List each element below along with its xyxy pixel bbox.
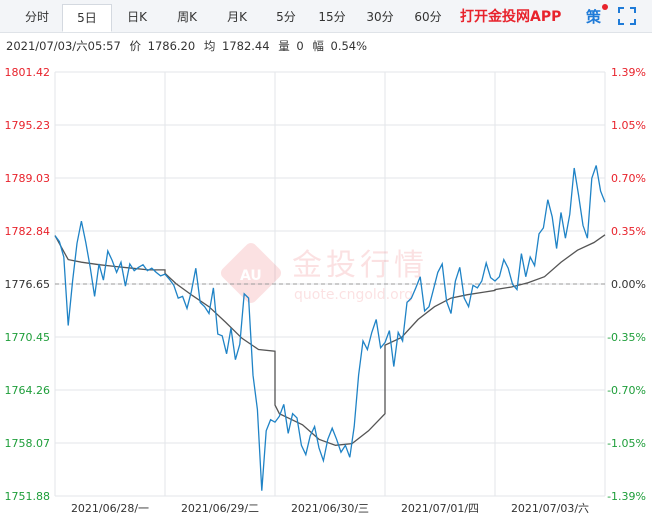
watermark-url: quote.cngold.org	[294, 287, 413, 303]
y-tick-label-right: -1.05%	[607, 437, 646, 450]
change-value: 0.54%	[330, 39, 368, 53]
strategy-button[interactable]: 策	[586, 8, 602, 26]
y-tick-label-left: 1789.03	[5, 172, 51, 185]
watermark-brand: 金投行情	[292, 248, 428, 283]
x-axis: 2021/06/28/一 2021/06/29/二 2021/06/30/三 2021…	[71, 502, 589, 515]
y-axis-right: 1.39% 1.05% 0.70% 0.35% 0.00% -0.35% -0.70% -1.…	[607, 66, 646, 503]
y-tick-label-right: 1.05%	[611, 119, 646, 132]
y-tick-label-right: 0.70%	[611, 172, 646, 185]
tab-5-min[interactable]: 5分	[276, 10, 296, 24]
watermark: AU 金投行情 quote.cngold.org	[220, 242, 428, 304]
y-tick-label-left: 1770.45	[5, 331, 51, 344]
y-axis-left: 1801.42 1795.23 1789.03 1782.84 1776.65 1770.…	[5, 66, 51, 503]
y-tick-label-left: 1776.65	[5, 278, 51, 291]
tab-15-min[interactable]: 15分	[318, 10, 346, 24]
y-tick-label-left: 1751.88	[5, 490, 51, 503]
price-label: 价	[129, 39, 141, 53]
tab-monthly-k[interactable]: 月K	[227, 10, 247, 24]
volume-label: 量	[278, 39, 290, 53]
open-app-link[interactable]: 打开金投网APP	[460, 9, 562, 25]
tab-30-min[interactable]: 30分	[366, 10, 394, 24]
quote-info-row: 2021/07/03/六05:57 价 1786.20 均 1782.44 量 …	[6, 36, 372, 56]
price-value: 1786.20	[147, 39, 196, 53]
tab-intraday[interactable]: 分时	[24, 10, 49, 24]
y-tick-label-left: 1795.23	[5, 119, 51, 132]
y-tick-label-right: 1.39%	[611, 66, 646, 79]
y-tick-label-left: 1801.42	[5, 66, 51, 79]
y-tick-label-left: 1758.07	[5, 437, 51, 450]
x-tick-label: 2021/06/28/一	[71, 502, 149, 515]
tab-60-min[interactable]: 60分	[414, 10, 442, 24]
y-tick-label-right: -0.35%	[607, 331, 646, 344]
x-tick-label: 2021/07/01/四	[401, 502, 479, 515]
fullscreen-icon[interactable]	[618, 7, 636, 25]
quote-datetime: 2021/07/03/六05:57	[6, 39, 121, 53]
y-tick-label-right: -1.39%	[607, 490, 646, 503]
tab-daily-k[interactable]: 日K	[127, 10, 147, 24]
avg-value: 1782.44	[222, 39, 270, 53]
period-tab-bar: 分时 5日 日K 周K 月K 5分 15分 30分 60分 打开金投网APP 策	[0, 0, 652, 33]
avg-label: 均	[203, 39, 216, 53]
change-label: 幅	[312, 39, 324, 53]
tab-5-day[interactable]: 5日	[62, 4, 112, 32]
price-chart: AU 金投行情 quote.cngold.org 1801.421795.231…	[5, 66, 647, 515]
tab-weekly-k[interactable]: 周K	[177, 10, 197, 24]
notification-dot	[602, 4, 608, 10]
y-tick-label-right: -0.70%	[607, 384, 646, 397]
y-tick-label-right: 0.00%	[611, 278, 646, 291]
y-tick-label-left: 1764.26	[5, 384, 51, 397]
x-tick-label: 2021/06/29/二	[181, 502, 259, 515]
average-price-line	[54, 234, 606, 446]
y-tick-label-left: 1782.84	[5, 225, 51, 238]
x-tick-label: 2021/06/30/三	[291, 502, 369, 515]
watermark-logo-icon: AU	[220, 242, 282, 304]
volume-value: 0	[296, 39, 304, 53]
y-tick-label-right: 0.35%	[611, 225, 646, 238]
price-line	[54, 165, 606, 491]
x-tick-label: 2021/07/03/六	[511, 502, 589, 515]
svg-text:AU: AU	[240, 268, 262, 284]
